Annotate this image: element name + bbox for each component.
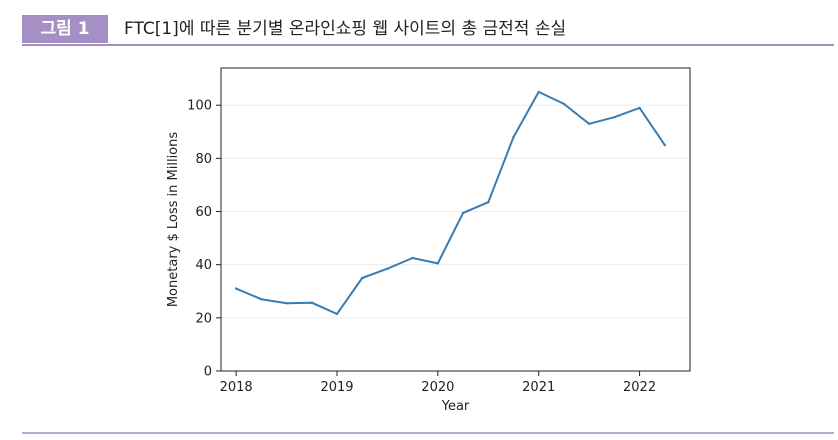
series-line xyxy=(235,90,666,315)
data-point xyxy=(587,122,591,126)
data-point xyxy=(562,102,566,106)
plot-area xyxy=(220,67,691,372)
data-point xyxy=(234,287,238,290)
y-tick-label: 100 xyxy=(187,99,212,114)
y-tick-label: 60 xyxy=(195,205,212,220)
data-point xyxy=(613,116,616,119)
y-tick-label: 80 xyxy=(195,152,212,167)
x-axis-label: Year xyxy=(441,399,470,414)
data-point xyxy=(461,211,465,215)
data-point xyxy=(260,298,263,301)
header-divider xyxy=(22,44,834,46)
figure-header: 그림 1 FTC[1]에 따른 분기별 온라인쇼핑 웹 사이트의 총 금전적 손… xyxy=(22,15,834,45)
y-axis-label: Monetary $ Loss in Millions xyxy=(166,132,181,308)
figure-title: FTC[1]에 따른 분기별 온라인쇼핑 웹 사이트의 총 금전적 손실 xyxy=(124,19,567,39)
data-point xyxy=(335,312,339,316)
grid-lines xyxy=(221,104,690,372)
data-point xyxy=(487,201,490,204)
data-point xyxy=(436,262,439,265)
y-tick-label: 20 xyxy=(195,311,212,326)
series-points xyxy=(234,90,666,316)
data-point xyxy=(663,143,666,147)
x-axis-ticks: 2018 2019 2020 2021 2022 xyxy=(220,371,656,395)
data-point xyxy=(411,256,414,260)
data-point xyxy=(361,276,364,280)
data-point xyxy=(512,135,515,139)
data-point xyxy=(537,90,540,94)
x-tick-label: 2021 xyxy=(522,380,555,395)
x-tick-label: 2019 xyxy=(320,380,353,395)
data-point xyxy=(285,302,288,305)
data-point xyxy=(638,106,641,110)
footer-divider xyxy=(22,432,834,434)
data-point xyxy=(310,301,313,304)
y-tick-label: 0 xyxy=(204,365,212,380)
data-point xyxy=(386,267,389,270)
x-tick-label: 2020 xyxy=(421,380,454,395)
x-tick-label: 2022 xyxy=(623,380,656,395)
y-tick-label: 40 xyxy=(195,258,212,273)
figure-badge: 그림 1 xyxy=(22,15,108,43)
x-tick-label: 2018 xyxy=(220,380,253,395)
y-axis-ticks: 0 20 40 60 80 100 xyxy=(187,99,221,380)
